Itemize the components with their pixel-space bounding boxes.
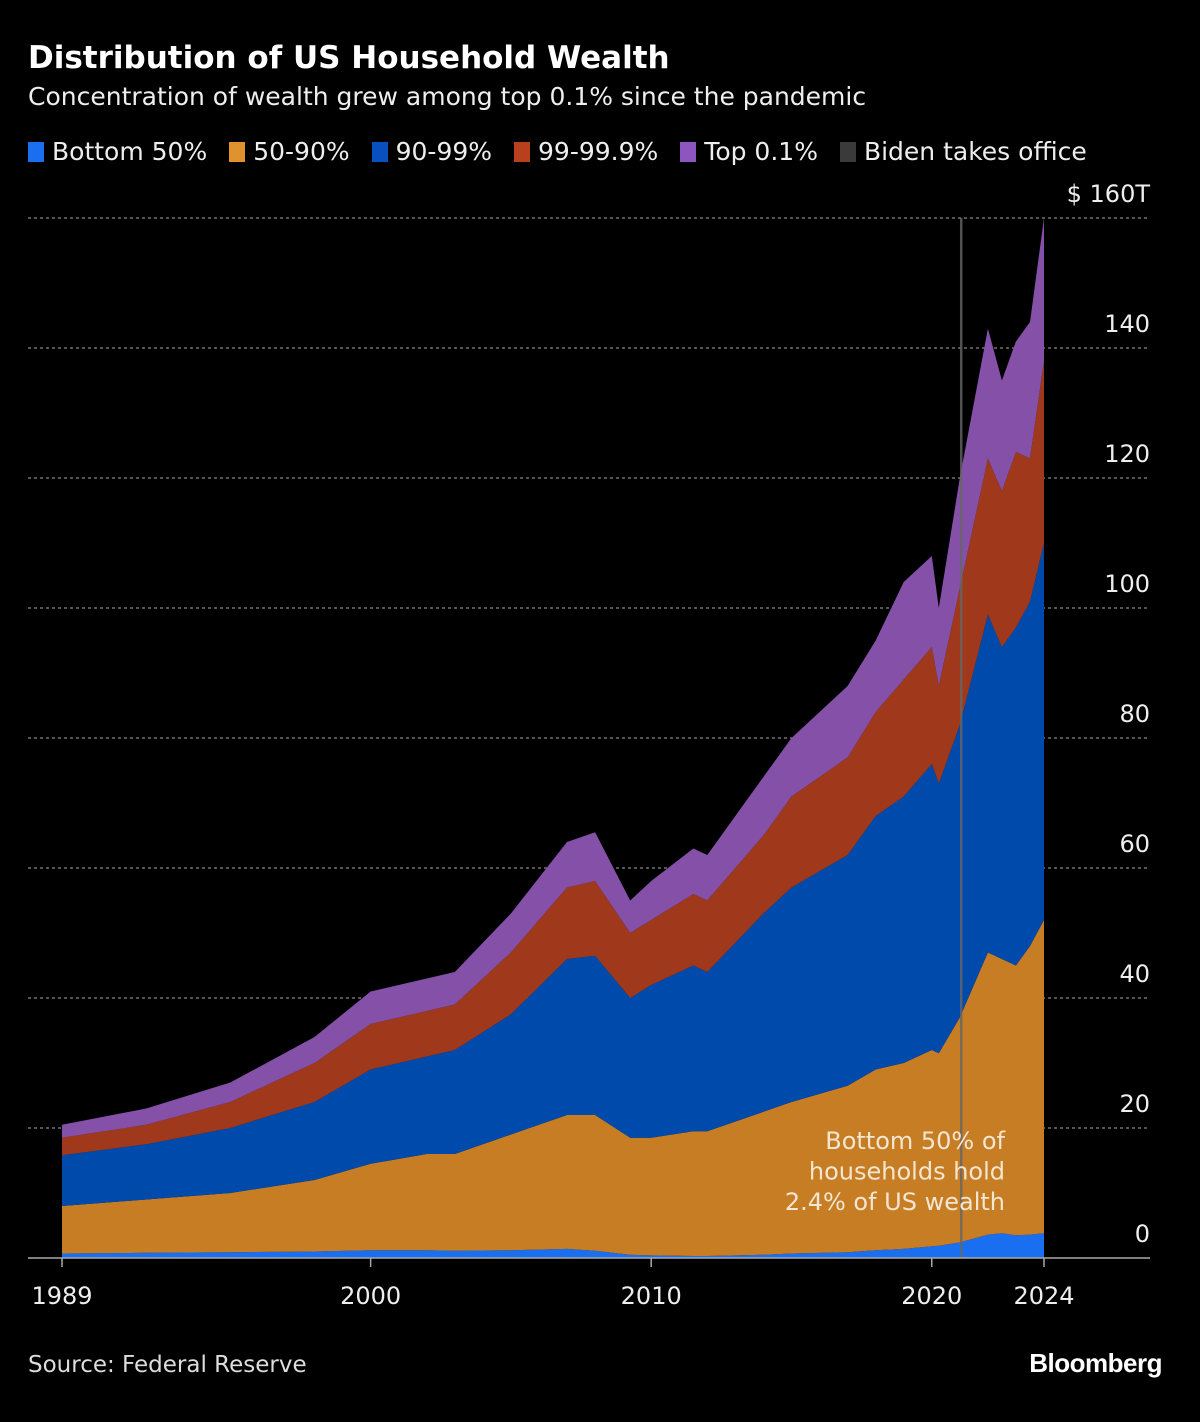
legend-label: Biden takes office xyxy=(863,137,1087,166)
legend-label: Bottom 50% xyxy=(52,137,208,166)
y-tick-label: 80 xyxy=(1119,700,1150,728)
legend-swatch xyxy=(28,141,44,162)
legend-item-top-0-1: Top 0.1% xyxy=(680,137,818,166)
x-tick-label: 2024 xyxy=(1013,1282,1074,1310)
legend-item-bottom-50: Bottom 50% xyxy=(28,137,207,166)
y-tick-label: 40 xyxy=(1119,960,1150,988)
y-tick-label: 120 xyxy=(1104,440,1150,468)
legend-label: Top 0.1% xyxy=(704,137,818,166)
chart-title: Distribution of US Household Wealth xyxy=(28,40,670,76)
x-tick-label: 1989 xyxy=(31,1282,92,1310)
stacked-areas xyxy=(62,218,1044,1258)
legend-label: 50-90% xyxy=(253,137,350,166)
legend-swatch xyxy=(680,141,697,162)
source-note: Source: Federal Reserve xyxy=(28,1352,307,1378)
x-tick-label: 2020 xyxy=(901,1282,962,1310)
x-tick-label: 2000 xyxy=(340,1282,401,1310)
annotation-line: households hold xyxy=(809,1158,1005,1186)
legend-label: 90-99% xyxy=(395,137,493,166)
legend-swatch xyxy=(514,141,531,162)
legend-swatch xyxy=(229,141,246,162)
annotation-line: Bottom 50% of xyxy=(825,1127,1005,1155)
legend-item-90-99: 90-99% xyxy=(371,137,493,166)
annotation-line: 2.4% of US wealth xyxy=(785,1188,1005,1216)
legend-swatch xyxy=(371,141,388,162)
y-tick-label: 100 xyxy=(1104,570,1150,598)
area-90-99- xyxy=(62,543,1044,1206)
legend-item-50-90: 50-90% xyxy=(229,137,350,166)
gridlines: 0 20 40 60 80 100 120 140 $ 160T xyxy=(28,180,1150,1248)
y-tick-label: 60 xyxy=(1119,830,1150,858)
chart-subtitle: Concentration of wealth grew among top 0… xyxy=(28,82,867,111)
area-bottom-50- xyxy=(62,1233,1044,1258)
area-99-99-9- xyxy=(62,361,1044,1156)
y-tick-label: 20 xyxy=(1119,1090,1150,1118)
bloomberg-logo: Bloomberg xyxy=(1029,1348,1162,1378)
area-50-90- xyxy=(62,920,1044,1256)
y-tick-label: 0 xyxy=(1135,1220,1150,1248)
legend-label: 99-99.9% xyxy=(538,137,659,166)
axes: 1989 2000 2010 2020 2024 xyxy=(28,1257,1150,1310)
y-tick-label: $ 160T xyxy=(1067,180,1151,208)
legend: Bottom 50% 50-90% 90-99% 99-99.9% Top 0.… xyxy=(28,137,1087,166)
x-tick-label: 2010 xyxy=(621,1282,682,1310)
y-tick-label: 140 xyxy=(1104,310,1150,338)
legend-swatch xyxy=(839,141,856,162)
legend-item-biden: Biden takes office xyxy=(839,137,1087,166)
legend-item-99-99-9: 99-99.9% xyxy=(514,137,658,166)
